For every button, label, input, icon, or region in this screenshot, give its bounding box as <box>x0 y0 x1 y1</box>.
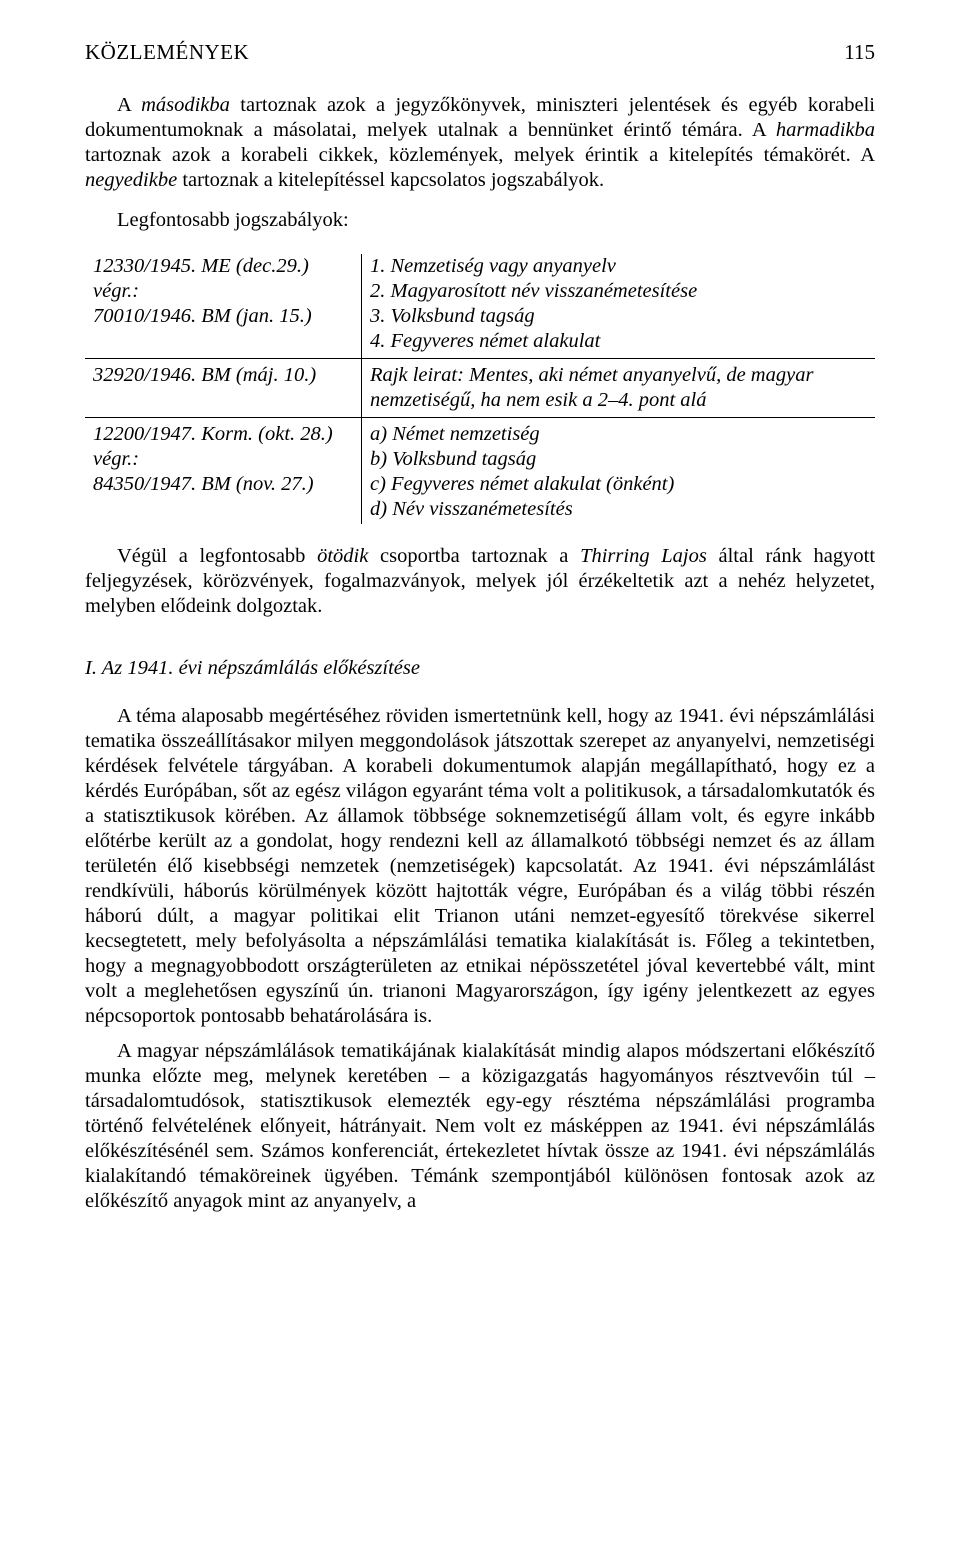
p1-text-1: A <box>117 94 141 116</box>
paragraph-3: A téma alaposabb megértéséhez röviden is… <box>85 704 875 1029</box>
p2-em-1: ötödik <box>317 545 368 567</box>
laws-table: 12330/1945. ME (dec.29.) végr.:70010/194… <box>85 254 875 524</box>
law-desc-cell: a) Német nemzetiségb) Volksbund tagságc)… <box>362 418 876 525</box>
table-row: 32920/1946. BM (máj. 10.) Rajk leirat: M… <box>85 359 875 418</box>
law-desc-cell: Rajk leirat: Mentes, aki német anyanyelv… <box>362 359 876 418</box>
paragraph-4: A magyar népszámlálások tematikájának ki… <box>85 1039 875 1214</box>
p1-em-1: másodikba <box>141 94 230 116</box>
p2-text-2: csoportba tartoznak a <box>368 545 580 567</box>
p1-text-3: tartoznak azok a korabeli cikkek, közlem… <box>85 144 875 166</box>
law-ref-cell: 12330/1945. ME (dec.29.) végr.:70010/194… <box>85 254 362 359</box>
page-number: 115 <box>844 40 875 65</box>
p1-text-4: tartoznak a kitelepítéssel kapcsolatos j… <box>177 169 604 191</box>
page-header: KÖZLEMÉNYEK 115 <box>85 40 875 65</box>
section-heading: I. Az 1941. évi népszámlálás előkészítés… <box>85 657 875 680</box>
table-row: 12330/1945. ME (dec.29.) végr.:70010/194… <box>85 254 875 359</box>
paragraph-2: Végül a legfontosabb ötödik csoportba ta… <box>85 544 875 619</box>
law-ref-cell: 12200/1947. Korm. (okt. 28.) végr.:84350… <box>85 418 362 525</box>
paragraph-1: A másodikba tartoznak azok a jegyzőkönyv… <box>85 93 875 193</box>
laws-label: Legfontosabb jogszabályok: <box>85 209 875 232</box>
p2-text-1: Végül a legfontosabb <box>117 545 317 567</box>
page-container: KÖZLEMÉNYEK 115 A másodikba tartoznak az… <box>0 0 960 1274</box>
law-desc-cell: 1. Nemzetiség vagy anyanyelv2. Magyarosí… <box>362 254 876 359</box>
table-row: 12200/1947. Korm. (okt. 28.) végr.:84350… <box>85 418 875 525</box>
header-title: KÖZLEMÉNYEK <box>85 40 249 65</box>
law-ref-cell: 32920/1946. BM (máj. 10.) <box>85 359 362 418</box>
p1-em-3: negyedikbe <box>85 169 177 191</box>
p1-em-2: harmadikba <box>776 119 875 141</box>
p2-em-2: Thirring Lajos <box>580 545 707 567</box>
